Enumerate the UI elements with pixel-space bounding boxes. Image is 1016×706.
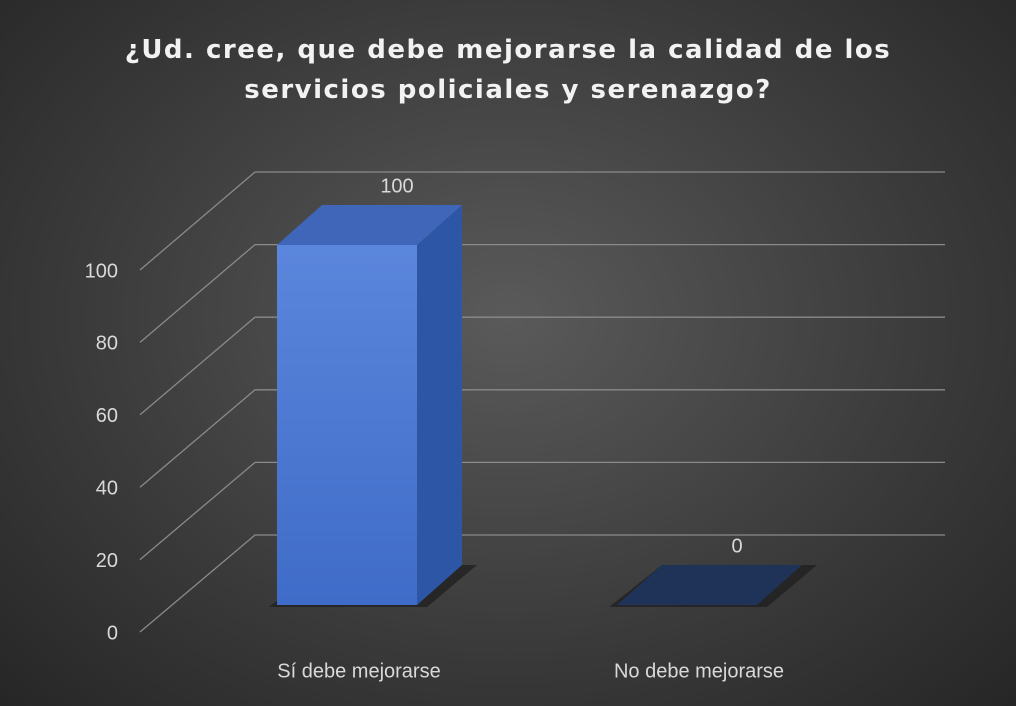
bar-top [277,205,462,245]
y-tick-label: 60 [96,405,118,427]
y-tick-label: 20 [96,550,118,572]
grid-line [139,243,945,343]
grid-line [139,534,945,633]
bar-top [617,565,802,605]
x-tick-label: No debe mejorarse [614,660,784,682]
y-tick-label: 100 [85,260,118,282]
y-tick-label: 0 [107,622,118,644]
y-tick-label: 40 [96,477,118,499]
value-label: 100 [380,175,413,197]
bar [277,245,417,605]
grid-line [139,461,945,561]
value-label: 0 [731,535,742,557]
grid-line [139,171,945,271]
grid-line [139,316,945,416]
bar-side [417,205,462,605]
grid-line [139,389,945,488]
x-tick-label: Sí debe mejorarse [277,660,440,682]
chart-title: ¿Ud. cree, que debe mejorarse la calidad… [124,35,892,105]
y-tick-label: 80 [96,333,118,355]
